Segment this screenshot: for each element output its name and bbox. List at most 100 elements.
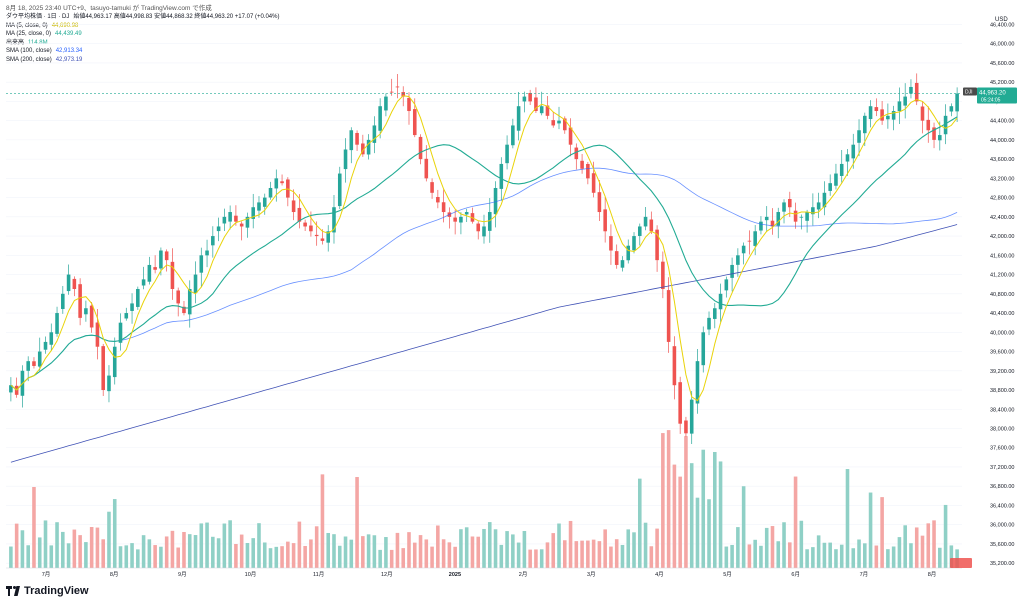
volume-bar <box>926 523 930 568</box>
candle-body <box>875 107 879 111</box>
volume-bar <box>817 535 821 568</box>
volume-bar <box>892 547 896 568</box>
y-tick-label: 43,600.00 <box>990 157 1014 163</box>
volume-bar <box>292 543 296 568</box>
candle-body <box>176 290 180 303</box>
candle-body <box>124 313 128 318</box>
candle-body <box>148 265 152 282</box>
sma100-line <box>11 168 957 390</box>
candle-body <box>413 109 417 135</box>
x-tick-label: 10月 <box>245 571 257 578</box>
volume-bar <box>136 549 140 568</box>
y-tick-label: 41,600.00 <box>990 253 1014 259</box>
volume-bar <box>701 450 705 568</box>
tradingview-icon <box>6 586 20 596</box>
volume-bar <box>580 541 584 568</box>
y-tick-label: 40,000.00 <box>990 330 1014 336</box>
volume-bar <box>188 534 192 568</box>
volume-bar <box>909 543 913 568</box>
volume-bar <box>153 545 157 568</box>
volume-bar <box>898 537 902 568</box>
volume-bar <box>840 545 844 568</box>
volume-bar <box>199 523 203 568</box>
candle-body <box>44 342 48 350</box>
volume-bar <box>228 520 232 568</box>
volume-bar <box>488 522 492 568</box>
candle-body <box>280 181 284 183</box>
candle-body <box>257 202 261 210</box>
volume-badge <box>950 558 972 568</box>
volume-bar <box>303 546 307 568</box>
candle-body <box>696 361 700 403</box>
candle-body <box>32 361 36 366</box>
volume-bar <box>736 527 740 568</box>
volume-bar <box>309 539 313 568</box>
volume-bar <box>828 543 832 568</box>
candle-body <box>707 318 711 330</box>
time-axis[interactable]: 7月 8月 9月 10月 11月 12月 2025 2月 3月 4月 5月 6月 7月 8月 <box>6 568 962 578</box>
candle-body <box>765 217 769 220</box>
volume-bar <box>430 547 434 568</box>
candle-body <box>390 92 394 93</box>
volume-bar <box>425 539 429 568</box>
candle-body <box>719 294 723 309</box>
volume-bar <box>73 530 77 568</box>
candle-body <box>165 251 169 260</box>
volume-bar <box>511 534 515 568</box>
sma200-line <box>11 225 957 463</box>
y-tick-label: 46,400.00 <box>990 22 1014 28</box>
candle-body <box>598 192 602 212</box>
volume-bar <box>540 549 544 568</box>
volume-bar <box>217 538 221 568</box>
volume-bar <box>569 521 573 568</box>
volume-bar <box>650 546 654 568</box>
tradingview-logo[interactable]: TradingView <box>6 585 89 597</box>
volume-bar <box>344 537 348 568</box>
volume-bar <box>932 520 936 568</box>
volume-bar <box>603 529 607 568</box>
y-tick-label: 40,800.00 <box>990 292 1014 298</box>
candle-body <box>488 212 492 231</box>
candle-body <box>713 308 717 319</box>
volume-bar <box>21 530 25 568</box>
volume-bar <box>765 528 769 568</box>
volume-bar <box>534 549 538 568</box>
volume-bar <box>759 546 763 568</box>
candle-body <box>673 346 677 385</box>
candle-body <box>828 183 832 191</box>
volume-bar <box>401 548 405 568</box>
candle-body <box>240 224 244 227</box>
volume-bar <box>886 549 890 568</box>
candle-body <box>753 231 757 246</box>
price-chart[interactable]: 46,400.0046,000.0045,600.0045,200.0044,8… <box>0 0 1024 606</box>
volume-bar <box>130 543 134 568</box>
candle-body <box>96 323 100 347</box>
x-tick-label: 8月 <box>110 571 119 578</box>
volume-bar <box>442 539 446 568</box>
candle-body <box>217 226 221 231</box>
candle-body <box>511 125 515 145</box>
volume-bar <box>332 534 336 568</box>
volume-bar <box>586 541 590 568</box>
volume-bar <box>171 531 175 568</box>
candle-body <box>863 116 867 133</box>
y-tick-label: 38,400.00 <box>990 407 1014 413</box>
y-tick-label: 42,400.00 <box>990 215 1014 221</box>
volume-bar <box>384 537 388 568</box>
candle-body <box>540 106 544 113</box>
volume-bar <box>44 520 48 568</box>
x-tick-label: 2025 <box>449 572 461 578</box>
candle-body <box>500 164 504 189</box>
candle-body <box>915 83 919 101</box>
volume-bar <box>211 537 215 568</box>
candle-body <box>886 116 890 119</box>
candle-body <box>586 164 590 178</box>
y-tick-label: 35,200.00 <box>990 561 1014 567</box>
volume-bar <box>834 549 838 568</box>
y-tick-label: 40,400.00 <box>990 311 1014 317</box>
y-tick-label: 45,600.00 <box>990 61 1014 67</box>
volume-bar <box>205 523 209 568</box>
price-axis[interactable]: 46,400.0046,000.0045,600.0045,200.0044,8… <box>990 22 1014 567</box>
candle-body <box>880 109 884 120</box>
volume-bar <box>453 547 457 568</box>
